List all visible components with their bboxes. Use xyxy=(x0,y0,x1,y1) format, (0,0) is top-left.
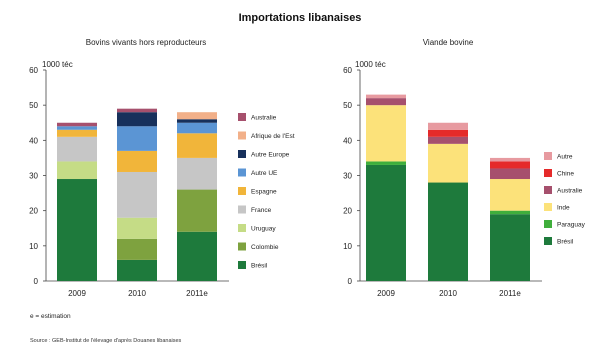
left-bar-segment xyxy=(177,189,217,232)
right-legend-label: Autre xyxy=(557,154,573,161)
left-legend-label: Afrique de l'Est xyxy=(251,133,295,140)
right-bar-segment xyxy=(490,168,530,180)
left-legend-label: Espagne xyxy=(251,189,277,196)
left-legend-swatch xyxy=(238,113,246,121)
left-bar-segment xyxy=(177,231,217,281)
right-bar-segment xyxy=(490,214,530,281)
left-x-tick-label: 2010 xyxy=(128,289,146,298)
left-legend-swatch xyxy=(238,261,246,269)
chart-left-unit-label: 1000 téc xyxy=(42,60,73,69)
right-bar-segment xyxy=(490,161,530,169)
right-bar-segment xyxy=(366,94,406,99)
right-legend-swatch xyxy=(544,152,552,160)
chart-right-unit-label: 1000 téc xyxy=(355,60,386,69)
right-y-tick-label: 30 xyxy=(343,172,352,181)
left-y-tick-label: 0 xyxy=(34,277,39,286)
right-y-tick-label: 60 xyxy=(343,66,352,75)
right-bar-segment xyxy=(428,129,468,137)
left-legend-swatch xyxy=(238,224,246,232)
left-bar-segment xyxy=(117,171,157,218)
right-bar-segment xyxy=(428,182,468,281)
left-bar-segment xyxy=(177,133,217,158)
left-y-tick-label: 10 xyxy=(29,242,38,251)
chart-beef: Viande bovine 1000 téc 0 10 20 30 40 50 60 2009… xyxy=(343,38,585,298)
right-y-tick-label: 20 xyxy=(343,207,352,216)
left-bar-segment xyxy=(117,217,157,239)
left-bar-segment xyxy=(57,126,97,130)
left-legend-label: Australie xyxy=(251,115,277,122)
left-bar-segment xyxy=(117,108,157,113)
right-bar-segment xyxy=(366,105,406,162)
right-bar-segment xyxy=(366,98,406,106)
right-legend-label: Inde xyxy=(557,205,570,212)
left-legend-label: Colombie xyxy=(251,244,279,251)
right-y-tick-label: 10 xyxy=(343,242,352,251)
right-x-tick-label: 2011e xyxy=(499,289,521,298)
left-y-tick-label: 50 xyxy=(29,101,38,110)
estimation-note: e = estimation xyxy=(30,313,71,320)
right-bar-segment xyxy=(428,122,468,130)
left-bar-segment xyxy=(117,126,157,151)
left-legend-label: Autre UE xyxy=(251,170,278,177)
left-bar-segment xyxy=(57,136,97,162)
right-bar-segment xyxy=(490,179,530,211)
chart-right-title: Viande bovine xyxy=(423,38,474,47)
left-y-tick-label: 20 xyxy=(29,207,38,216)
right-legend-swatch xyxy=(544,169,552,177)
source-note: Source : GEB-Institut de l'élevage d'apr… xyxy=(30,338,182,344)
chart-live-cattle: Bovins vivants hors reproducteurs 1000 t… xyxy=(29,38,295,298)
left-bar-segment xyxy=(117,259,157,281)
right-y-tick-label: 0 xyxy=(348,277,353,286)
left-bar-segment xyxy=(57,179,97,281)
right-bar-segment xyxy=(490,157,530,162)
left-y-tick-label: 40 xyxy=(29,136,38,145)
left-legend-label: Brésil xyxy=(251,263,268,270)
left-bar-segment xyxy=(177,122,217,134)
left-legend-swatch xyxy=(238,131,246,140)
left-y-tick-label: 30 xyxy=(29,172,38,181)
left-bar-segment xyxy=(177,157,217,190)
right-y-tick-label: 40 xyxy=(343,136,352,145)
left-bar-segment xyxy=(177,112,217,120)
left-legend-label: Autre Europe xyxy=(251,152,290,159)
left-x-tick-label: 2011e xyxy=(186,289,208,298)
right-legend-label: Paraguay xyxy=(557,222,586,229)
right-legend-label: Brésil xyxy=(557,239,574,246)
right-bar-segment xyxy=(428,143,468,183)
right-x-tick-label: 2010 xyxy=(439,289,457,298)
left-y-tick-label: 60 xyxy=(29,66,38,75)
left-bar-segment xyxy=(57,122,97,127)
left-bar-segment xyxy=(57,161,97,180)
left-legend-swatch xyxy=(238,187,246,195)
right-y-tick-label: 50 xyxy=(343,101,352,110)
right-bar-segment xyxy=(490,210,530,215)
right-legend-label: Australie xyxy=(557,188,583,195)
left-legend-swatch xyxy=(238,150,246,158)
right-bar-segment xyxy=(366,161,406,165)
left-bar-segment xyxy=(177,119,217,123)
left-legend-swatch xyxy=(238,242,246,251)
right-legend-swatch xyxy=(544,186,552,194)
left-bar-segment xyxy=(117,150,157,172)
left-bar-segment xyxy=(117,238,157,260)
right-legend-swatch xyxy=(544,203,552,211)
right-legend-label: Chine xyxy=(557,171,574,178)
right-x-tick-label: 2009 xyxy=(377,289,395,298)
right-bar-segment xyxy=(366,164,406,281)
figure-title: Importations libanaises xyxy=(239,12,362,24)
left-x-tick-label: 2009 xyxy=(68,289,86,298)
right-legend-swatch xyxy=(544,220,552,228)
left-bar-segment xyxy=(117,112,157,127)
left-legend-swatch xyxy=(238,168,246,177)
left-bar-segment xyxy=(57,129,97,137)
right-legend-swatch xyxy=(544,237,552,245)
left-legend-label: Uruguay xyxy=(251,226,276,233)
chart-left-title: Bovins vivants hors reproducteurs xyxy=(86,38,207,47)
right-bar-segment xyxy=(428,136,468,144)
left-legend-label: France xyxy=(251,207,272,214)
left-legend-swatch xyxy=(238,205,246,214)
